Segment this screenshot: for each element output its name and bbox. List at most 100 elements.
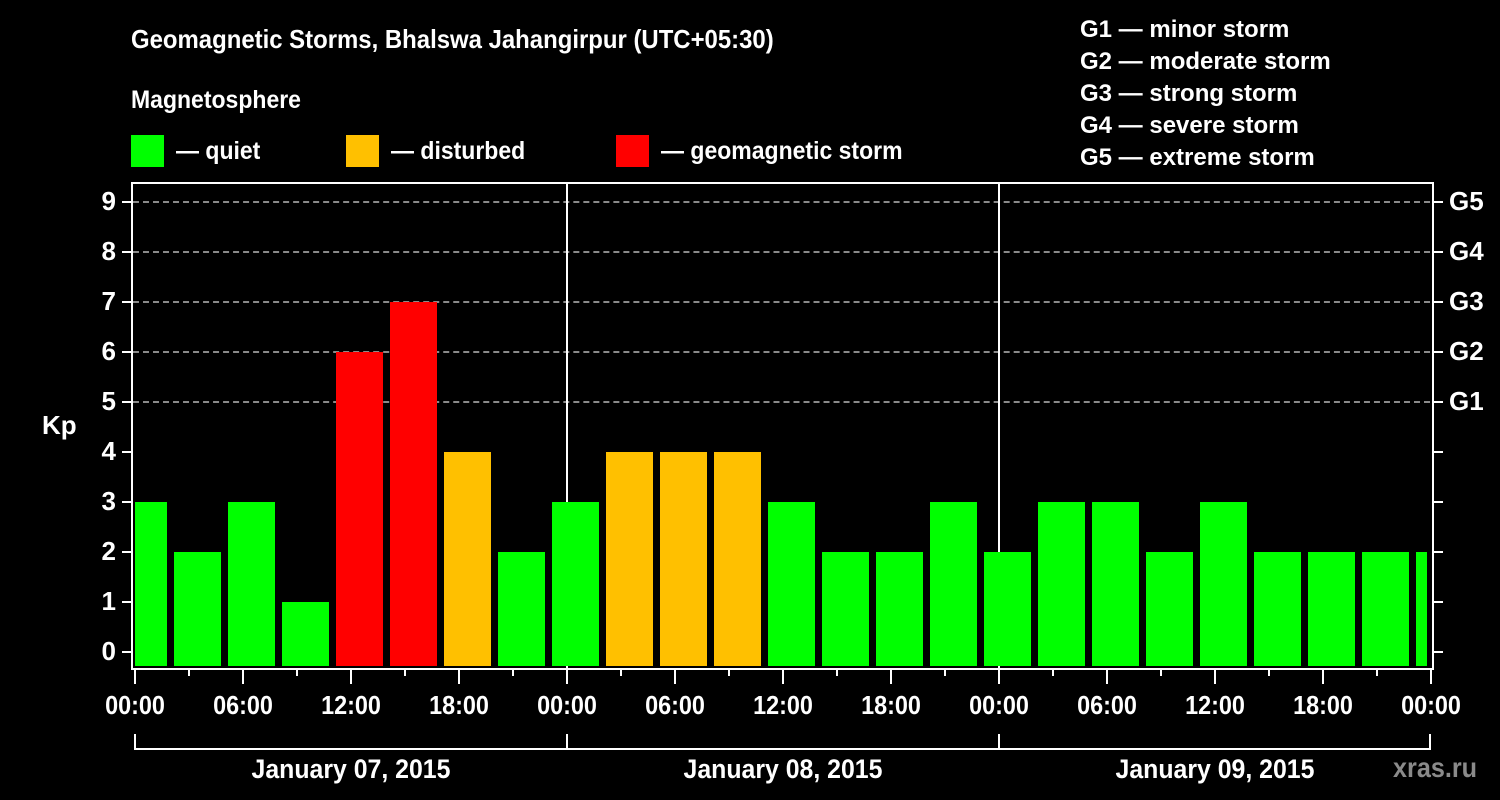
x-tick-minor	[944, 668, 946, 676]
x-tick-minor	[620, 668, 622, 676]
g-tick-label: G3	[1449, 286, 1484, 316]
legend-label: — quiet	[176, 136, 261, 165]
y-tick	[122, 351, 131, 353]
y2-tick	[1434, 201, 1443, 203]
grid-line	[133, 201, 1430, 203]
day-separator	[998, 182, 1000, 668]
kp-bar	[876, 552, 923, 666]
x-tick-major	[1322, 668, 1324, 684]
x-tick-minor	[1268, 668, 1270, 676]
x-tick-label: 12:00	[1185, 690, 1245, 720]
x-tick-minor	[1052, 668, 1054, 676]
y-tick-label: 8	[101, 236, 116, 266]
date-bracket-tick	[998, 734, 1000, 750]
y-tick	[122, 601, 131, 603]
y-axis-label: Kp	[42, 410, 77, 440]
x-tick-minor	[1160, 668, 1162, 676]
x-tick-label: 00:00	[537, 690, 597, 720]
y-tick	[122, 551, 131, 553]
date-label: January 09, 2015	[1115, 754, 1315, 784]
legend-label: — disturbed	[391, 136, 526, 165]
x-tick-minor	[188, 668, 190, 676]
y-tick-label: 0	[101, 636, 116, 666]
kp-bar	[552, 502, 599, 666]
grid-line	[133, 251, 1430, 253]
legend-item-disturbed: — disturbed	[346, 135, 537, 167]
y-tick	[122, 501, 131, 503]
legend-swatch-quiet	[131, 135, 164, 167]
date-label: January 07, 2015	[251, 754, 451, 784]
date-bracket	[134, 748, 1431, 750]
g-scale-item: G3 — strong storm	[1080, 80, 1298, 107]
legend-item-quiet: — quiet	[131, 135, 268, 167]
y-tick-label: 7	[101, 286, 116, 316]
x-tick-minor	[1376, 668, 1378, 676]
x-tick-major	[1214, 668, 1216, 684]
y-tick-label: 4	[101, 436, 116, 466]
kp-bar	[1254, 552, 1301, 666]
kp-bar	[768, 502, 815, 666]
y-tick	[122, 251, 131, 253]
y-tick	[122, 451, 131, 453]
x-tick-major	[458, 668, 460, 684]
y2-tick	[1434, 651, 1443, 653]
date-label: January 08, 2015	[683, 754, 883, 784]
kp-bar	[390, 302, 437, 666]
kp-bar	[228, 502, 275, 666]
legend-label: — geomagnetic storm	[661, 136, 903, 165]
y2-tick	[1434, 401, 1443, 403]
chart-title: Geomagnetic Storms, Bhalswa Jahangirpur …	[131, 24, 774, 54]
kp-bar	[606, 452, 653, 666]
x-tick-label: 00:00	[1401, 690, 1461, 720]
y-tick	[122, 651, 131, 653]
kp-bar	[498, 552, 545, 666]
kp-bar	[444, 452, 491, 666]
g-scale-item: G5 — extreme storm	[1080, 144, 1315, 171]
date-bracket-tick	[566, 734, 568, 750]
date-bracket-tick	[1429, 734, 1431, 750]
y-tick-label: 2	[101, 536, 116, 566]
y2-tick	[1434, 251, 1443, 253]
x-tick-label: 18:00	[429, 690, 489, 720]
g-scale-item: G4 — severe storm	[1080, 112, 1299, 139]
x-tick-major	[890, 668, 892, 684]
grid-line	[133, 351, 1430, 353]
kp-bar	[135, 502, 167, 666]
x-tick-label: 00:00	[105, 690, 165, 720]
x-tick-minor	[296, 668, 298, 676]
g-tick-label: G5	[1449, 186, 1484, 216]
legend-swatch-storm	[616, 135, 649, 167]
kp-bar	[336, 352, 383, 666]
x-tick-major	[242, 668, 244, 684]
y-tick	[122, 401, 131, 403]
x-tick-minor	[512, 668, 514, 676]
kp-bar	[1362, 552, 1409, 666]
kp-bar	[660, 452, 707, 666]
y2-tick	[1434, 351, 1443, 353]
y-tick-label: 3	[101, 486, 116, 516]
kp-bar	[984, 552, 1031, 666]
y-tick-label: 6	[101, 336, 116, 366]
chart-subtitle: Magnetosphere	[131, 86, 301, 114]
x-tick-major	[674, 668, 676, 684]
day-separator	[566, 182, 568, 668]
kp-bar	[1200, 502, 1247, 666]
x-tick-label: 12:00	[753, 690, 813, 720]
kp-bar	[1308, 552, 1355, 666]
x-tick-label: 18:00	[861, 690, 921, 720]
kp-bar	[822, 552, 869, 666]
y-tick	[122, 201, 131, 203]
kp-bar	[1416, 552, 1427, 666]
x-tick-minor	[404, 668, 406, 676]
y2-tick	[1434, 551, 1443, 553]
x-tick-minor	[728, 668, 730, 676]
y2-tick	[1434, 451, 1443, 453]
y2-tick	[1434, 301, 1443, 303]
x-tick-major	[134, 668, 136, 684]
y-tick-label: 9	[101, 186, 116, 216]
g-scale-item: G2 — moderate storm	[1080, 48, 1331, 75]
kp-bar	[282, 602, 329, 666]
g-tick-label: G2	[1449, 336, 1484, 366]
g-tick-label: G4	[1449, 236, 1484, 266]
g-scale-legend: G1 — minor storm G2 — moderate storm G3 …	[1080, 14, 1331, 174]
